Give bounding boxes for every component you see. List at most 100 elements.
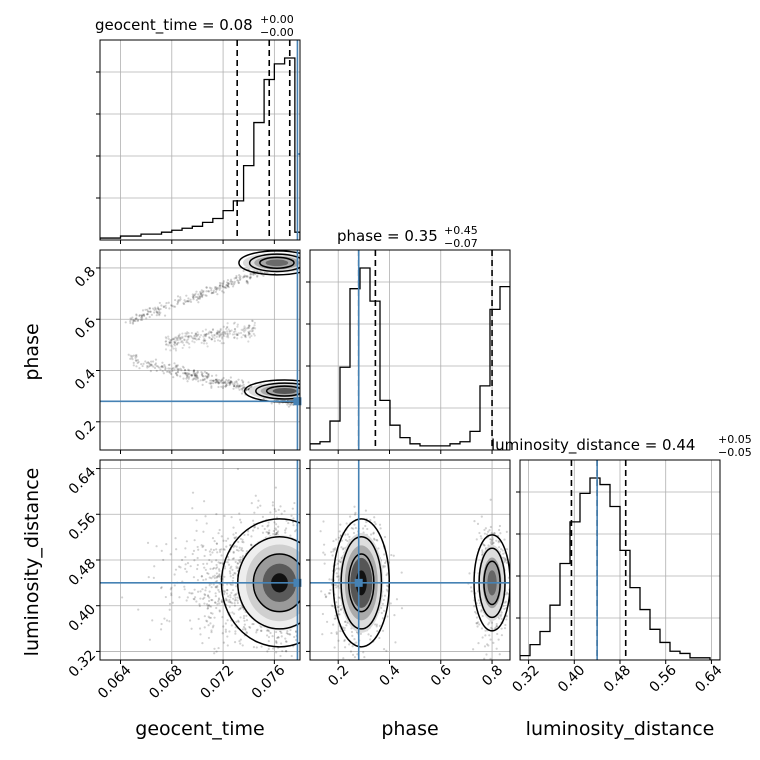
sample-point xyxy=(202,562,205,566)
sample-point xyxy=(164,365,167,368)
sample-point xyxy=(277,508,280,511)
sample-point xyxy=(160,304,163,307)
sample-point xyxy=(167,301,170,304)
panel-frame-phase xyxy=(309,249,511,451)
sample-point xyxy=(161,366,165,369)
sample-point xyxy=(168,342,171,345)
sample-point xyxy=(137,318,140,322)
sample-point xyxy=(196,567,199,571)
sample-point xyxy=(484,634,487,637)
sample-point xyxy=(200,341,203,344)
sample-point xyxy=(337,639,340,642)
sample-point xyxy=(216,574,220,578)
sample-point xyxy=(141,313,144,316)
sample-point xyxy=(218,590,221,593)
sample-point xyxy=(351,645,354,648)
sample-point xyxy=(369,533,373,536)
sample-point xyxy=(250,544,253,547)
sample-point xyxy=(192,549,196,553)
sample-point xyxy=(335,601,338,604)
sample-point xyxy=(498,617,501,620)
sample-point xyxy=(203,377,206,381)
sample-point xyxy=(332,550,335,553)
sample-point xyxy=(134,354,137,357)
sample-point xyxy=(167,370,170,373)
sample-point xyxy=(234,596,237,599)
sample-point xyxy=(332,539,335,543)
sample-point xyxy=(497,539,500,543)
sample-point xyxy=(253,525,257,529)
sample-point xyxy=(382,566,385,569)
sample-point xyxy=(192,369,196,372)
sample-point xyxy=(195,529,198,532)
sample-point xyxy=(249,277,252,280)
sample-point xyxy=(265,629,269,632)
sample-point xyxy=(484,527,487,530)
sample-point xyxy=(231,333,235,336)
sample-point xyxy=(155,545,158,548)
sample-point xyxy=(218,378,221,382)
sample-point xyxy=(472,648,475,651)
sample-point xyxy=(197,301,200,304)
sample-point xyxy=(182,366,185,369)
sample-point xyxy=(486,643,489,646)
sample-point xyxy=(256,628,259,631)
sample-point xyxy=(338,613,341,616)
sample-point xyxy=(225,592,229,595)
sample-point xyxy=(224,622,227,625)
sample-point xyxy=(241,387,244,390)
sample-point xyxy=(277,636,280,639)
sample-point xyxy=(337,596,340,599)
sample-point xyxy=(196,295,199,299)
sample-point xyxy=(202,293,205,296)
sample-point xyxy=(187,372,190,375)
sample-point xyxy=(169,339,172,342)
sample-point xyxy=(183,299,186,302)
sample-point xyxy=(237,332,241,335)
title-geocent-time-sup: +0.00 xyxy=(260,13,294,26)
sample-point xyxy=(239,642,242,645)
sample-point xyxy=(481,551,484,554)
sample-point xyxy=(140,315,144,318)
sample-point xyxy=(195,333,198,336)
sample-point xyxy=(217,561,220,564)
sample-point xyxy=(176,364,179,367)
sample-point xyxy=(156,306,159,309)
sample-point xyxy=(132,361,135,365)
sample-point xyxy=(200,370,203,374)
sample-point xyxy=(234,598,237,601)
sample-point xyxy=(135,365,138,368)
sample-point xyxy=(385,588,388,591)
sample-point xyxy=(239,558,242,561)
sample-point xyxy=(153,565,156,568)
sample-point xyxy=(503,538,506,541)
sample-point xyxy=(215,331,218,335)
sample-point xyxy=(156,365,160,368)
sample-point xyxy=(481,614,484,618)
sample-point xyxy=(208,576,211,579)
sample-point xyxy=(240,328,243,331)
sample-point xyxy=(230,515,233,519)
sample-point xyxy=(484,629,487,632)
density-fill xyxy=(272,388,297,395)
sample-point xyxy=(236,337,239,340)
sample-point xyxy=(127,353,130,356)
sample-point xyxy=(495,647,498,650)
contour-level-2 xyxy=(265,385,300,397)
sample-point xyxy=(243,619,246,622)
sample-point xyxy=(231,583,234,586)
sample-point xyxy=(199,292,202,295)
sample-point xyxy=(275,630,278,634)
scatter-geocent_time-vs-phase xyxy=(124,250,300,408)
sample-point xyxy=(202,289,205,293)
sample-point xyxy=(178,336,181,340)
sample-point xyxy=(500,617,503,621)
sample-point xyxy=(220,282,223,285)
sample-point xyxy=(213,601,217,604)
sample-point xyxy=(382,648,386,651)
sample-point xyxy=(167,335,170,338)
sample-point xyxy=(352,527,355,530)
sample-point xyxy=(214,585,217,588)
sample-point xyxy=(362,651,365,654)
sample-point xyxy=(240,336,243,339)
